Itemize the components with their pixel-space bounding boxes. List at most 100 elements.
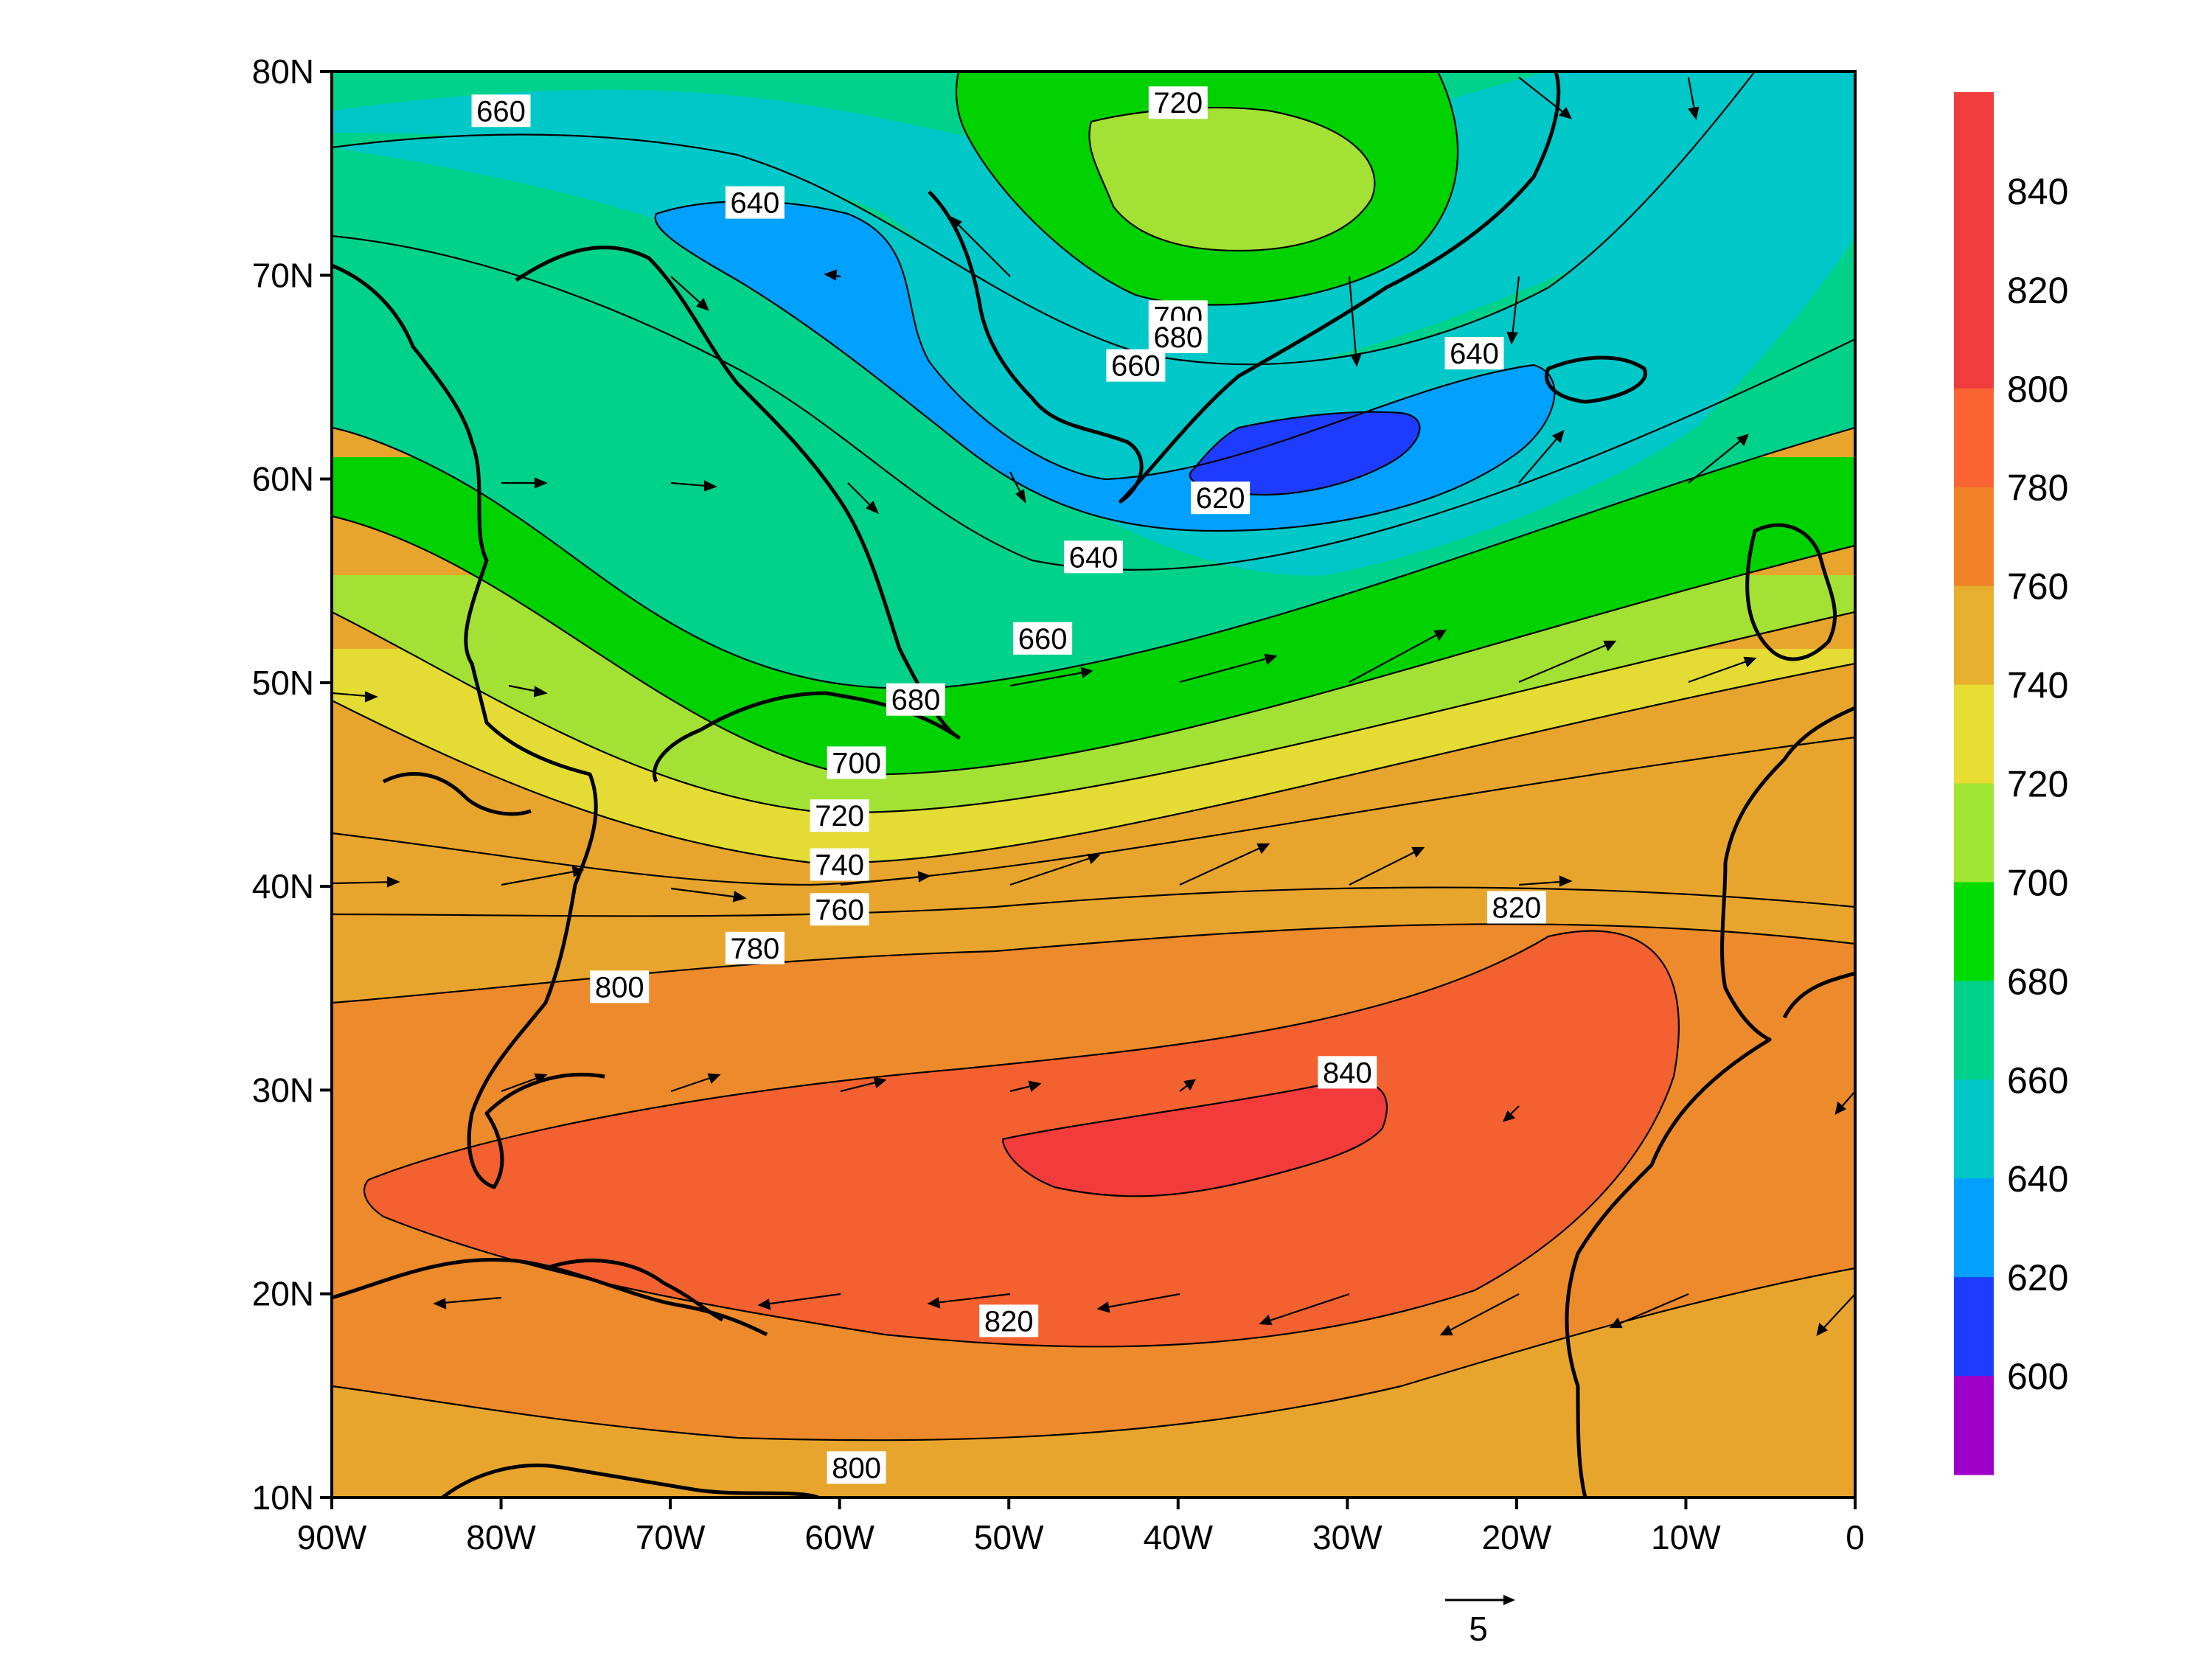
wind-arrow — [1687, 77, 1700, 120]
contour-label-text: 760 — [815, 894, 864, 926]
y-axis: 10N 20N 30N 40N 50N 60N 70N 80N — [252, 52, 332, 1517]
wind-arrow — [508, 684, 548, 698]
contour-label: 680 — [886, 683, 945, 717]
wind-arrow — [1179, 1079, 1196, 1092]
colorbar-swatch — [1954, 684, 1994, 784]
wind-arrow — [501, 477, 548, 489]
wind-arrow — [1349, 629, 1447, 683]
wind-arrow — [1503, 1105, 1520, 1122]
wind-arrow — [501, 1073, 548, 1093]
contour-line — [332, 234, 1855, 571]
contour-label: 620 — [1191, 481, 1251, 515]
contour-label: 720 — [1148, 86, 1208, 119]
reference-vector: 5 — [1445, 1595, 1515, 1648]
y-tick-label: 30N — [252, 1071, 314, 1109]
wind-arrow — [1179, 843, 1270, 886]
y-tick-label: 20N — [252, 1275, 314, 1313]
x-tick-label: 10W — [1651, 1518, 1721, 1557]
wind-arrow — [847, 482, 880, 515]
contour-label: 640 — [725, 186, 785, 220]
contour-line — [1001, 1080, 1388, 1197]
contour-label-text: 720 — [815, 800, 864, 832]
contour-label-text: 800 — [595, 971, 644, 1004]
contour-label-box — [810, 893, 869, 926]
colorbar-swatch — [1954, 289, 1994, 389]
wind-arrow — [670, 887, 747, 902]
colorbar-swatch — [1954, 1178, 1994, 1278]
x-tick-label: 0 — [1846, 1518, 1865, 1557]
wind-arrow — [1834, 1091, 1855, 1116]
colorbar-swatch — [1954, 487, 1994, 587]
colorbar-swatch — [1954, 882, 1994, 981]
contour-line — [332, 611, 1855, 813]
height-field — [332, 72, 1855, 1498]
band-720-740-north — [1089, 107, 1375, 251]
contour-label-box — [725, 186, 785, 219]
wind-arrow — [1349, 846, 1425, 886]
wind-arrow — [1348, 276, 1362, 367]
colorbar-label: 660 — [2007, 1060, 2068, 1101]
contour-label-box — [810, 848, 869, 881]
contour-label-box — [1148, 86, 1208, 119]
contour-line — [332, 426, 1855, 689]
contour-label: 640 — [1064, 540, 1123, 574]
contour-label-text: 820 — [984, 1305, 1034, 1338]
wind-arrow — [927, 1293, 1011, 1309]
wind-arrow — [1506, 276, 1520, 345]
contour-label-box — [1064, 540, 1123, 574]
contour-label-box — [827, 1451, 886, 1484]
y-tick-label: 70N — [252, 256, 314, 294]
colorbar-label: 600 — [2007, 1356, 2068, 1397]
contour-label: 660 — [1013, 622, 1073, 655]
coastline-north-america — [332, 263, 605, 1189]
wind-arrow — [1259, 1293, 1350, 1326]
colorbar: 600 620 640 660 680 700 720 740 760 780 800 820 840 — [1954, 92, 2068, 1475]
colorbar-label: 840 — [2007, 171, 2068, 212]
wind-arrow — [670, 276, 710, 311]
contour-label: 660 — [471, 94, 531, 128]
contour-label-text: 680 — [1153, 321, 1203, 354]
contour-label: 780 — [725, 931, 785, 965]
contour-line — [332, 72, 1756, 366]
contour-label-box — [810, 799, 869, 832]
x-tick-label: 50W — [974, 1518, 1044, 1557]
contour-label-box — [590, 970, 650, 1004]
contour-label-box — [1486, 891, 1546, 924]
y-tick-label: 50N — [252, 664, 314, 702]
contour-line — [332, 923, 1855, 1004]
contour-line — [654, 200, 1556, 532]
contour-label-text: 780 — [731, 933, 780, 965]
y-tick-label: 80N — [252, 52, 314, 91]
contour-label-box — [1106, 349, 1166, 382]
contour-label: 740 — [810, 848, 869, 882]
contour-label-box — [827, 746, 886, 779]
colorbar-swatch — [1954, 388, 1994, 488]
colorbar-label: 780 — [2007, 467, 2068, 509]
contour-label: 640 — [1444, 337, 1504, 370]
wind-arrow — [950, 215, 1011, 277]
contour-line — [332, 886, 1855, 917]
x-tick-label: 40W — [1143, 1518, 1213, 1557]
wind-arrow — [824, 269, 841, 281]
contour-label: 760 — [810, 893, 869, 926]
contour-label-box — [886, 683, 945, 716]
colorbar-swatch — [1954, 981, 1994, 1080]
wind-arrow — [1688, 434, 1749, 484]
wind-arrow — [433, 1296, 502, 1310]
contour-line — [332, 515, 1855, 776]
wind-arrow — [501, 866, 585, 886]
contour-label-box — [1013, 622, 1073, 655]
coastline-great-lakes — [382, 772, 532, 816]
contour-label-text: 720 — [1153, 87, 1203, 119]
contour-label-box — [471, 94, 531, 128]
y-tick-label: 40N — [252, 867, 314, 905]
contour-label-box — [1318, 1056, 1377, 1089]
contour-label: 680 — [1148, 320, 1208, 354]
contour-label-box — [1148, 320, 1208, 353]
contour-label: 700 — [827, 746, 886, 779]
contour-label-box — [979, 1304, 1039, 1338]
wind-arrow — [1518, 640, 1617, 684]
contour-label-text: 660 — [1111, 350, 1161, 383]
